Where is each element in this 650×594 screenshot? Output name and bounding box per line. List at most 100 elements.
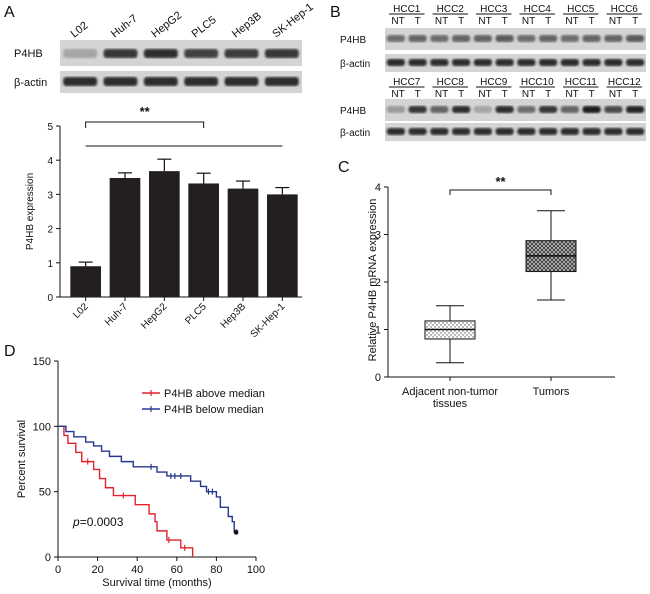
box-c-y-tick-label: 3 — [375, 230, 381, 242]
km-d-x-tick-label: 0 — [55, 564, 61, 576]
blot-a-actin-band — [224, 77, 259, 86]
km-d-x-tick-label: 60 — [171, 564, 183, 576]
blot-b-row-label: P4HB — [340, 106, 366, 117]
blot-b-row-label: P4HB — [340, 35, 366, 46]
blot-b-actin-strip — [385, 54, 646, 72]
blot-b-row-label: β-actin — [340, 59, 370, 70]
western-blot-a: L02 Huh-7 HepG2 PLC5 Hep3B SK-Hep-1 P4HB β-acti… — [14, 1, 316, 93]
blot-b-sub-label: NT — [522, 89, 535, 100]
blot-b-p4hb-band — [473, 106, 493, 113]
blot-b-actin-band — [473, 59, 493, 66]
blot-b-sub-label: T — [458, 89, 464, 100]
km-d-x-tick-label: 40 — [131, 564, 143, 576]
blot-a-p4hb-band — [184, 49, 219, 58]
blot-b-actin-band — [517, 128, 536, 135]
box-plot-c: 0 1 2 3 4 Relative P4HB mRNA expression Adjace… — [367, 174, 615, 410]
blot-b-group-label: HCC3 — [480, 4, 508, 15]
blot-b-sub-label: T — [545, 89, 551, 100]
blot-b-actin-band — [451, 128, 471, 135]
blot-b-sub-label: NT — [435, 16, 448, 27]
blot-b-sub-label: NT — [609, 16, 622, 27]
blot-a-actin-band — [184, 77, 219, 86]
blot-b-sub-label: NT — [435, 89, 448, 100]
blot-b-group-label: HCC1 — [393, 4, 421, 15]
blot-b-actin-band — [582, 128, 601, 135]
blot-a-lane-label: HepG2 — [149, 9, 184, 40]
blot-b-p4hb-band — [451, 35, 471, 42]
blot-b-group-label: HCC7 — [393, 77, 421, 88]
blot-b-actin-band — [625, 59, 645, 66]
bar-chart-a: 0 1 2 3 4 5 P4HB expression L02 Huh-7 HepG2 PLC5 He… — [25, 104, 302, 340]
km-d-x-tick-label: 80 — [210, 564, 222, 576]
blot-b-actin-band — [430, 59, 449, 66]
blot-b-sub-label: T — [545, 16, 551, 27]
km-d-x-axis-title: Survival time (months) — [102, 577, 211, 589]
bar-a-y-tick-label: 5 — [47, 122, 53, 133]
blot-b-group-label: HCC10 — [521, 77, 554, 88]
blot-b-p4hb-band — [560, 35, 580, 42]
box-c-x-tick-label: Adjacent non-tumor — [402, 386, 498, 398]
blot-b-p4hb-strip — [385, 99, 646, 121]
km-d-series-line — [58, 425, 194, 557]
bar-a-y-axis-title: P4HB expression — [25, 173, 36, 250]
box-c-x-tick-label: Tumors — [533, 386, 570, 398]
blot-b-sub-label: NT — [478, 16, 491, 27]
blot-b-p4hb-band — [604, 35, 623, 42]
blot-b-sub-label: T — [589, 16, 595, 27]
km-d-y-tick-label: 100 — [33, 421, 51, 433]
blot-b-group-label: HCC12 — [608, 77, 641, 88]
box-c-x-tick-label: tissues — [433, 398, 468, 410]
blot-b-p4hb-band — [430, 35, 449, 42]
blot-b-p4hb-band — [495, 35, 514, 42]
blot-b-p4hb-band — [560, 106, 580, 113]
bar-a-y-tick-label: 0 — [47, 293, 53, 304]
blot-b-sub-label: NT — [391, 89, 404, 100]
blot-b-sub-label: NT — [522, 16, 535, 27]
blot-a-actin-band — [63, 77, 98, 86]
bar-a-y-tick-label: 3 — [47, 190, 53, 201]
bar-a-x-tick-label: PLC5 — [183, 301, 209, 327]
box-c-y-tick-label: 0 — [375, 372, 381, 384]
blot-b-actin-band — [495, 59, 514, 66]
blot-b-p4hb-band — [408, 106, 427, 113]
blot-a-actin-band — [103, 77, 138, 86]
blot-b-group-label: HCC6 — [611, 4, 639, 15]
blot-b-p4hb-band — [625, 35, 645, 42]
blot-b-p4hb-band — [430, 106, 449, 113]
km-d-legend-label: P4HB above median — [164, 388, 265, 400]
bar-a-bar — [266, 194, 298, 297]
blot-a-p4hb-band — [264, 49, 299, 58]
bar-a-bar — [70, 266, 102, 297]
bar-a-bar — [109, 177, 141, 297]
blot-a-p4hb-strip — [60, 40, 302, 66]
blot-b-sub-label: T — [632, 16, 638, 27]
blot-b-p4hb-band — [538, 106, 558, 113]
blot-b-actin-band — [582, 59, 601, 66]
km-d-p-value: =0.0003 — [80, 515, 124, 529]
blot-a-p4hb-band — [143, 49, 178, 58]
blot-a-lane-label: PLC5 — [190, 14, 219, 40]
blot-b-actin-band — [386, 128, 406, 135]
blot-b-p4hb-band — [386, 35, 406, 42]
box-c-sig-bracket — [449, 189, 552, 195]
km-d-y-axis-title: Percent survival — [16, 420, 28, 498]
blot-b-actin-band — [604, 128, 623, 135]
blot-b-p4hb-band — [517, 106, 536, 113]
blot-a-lane-label: Huh-7 — [109, 12, 140, 40]
blot-b-p4hb-band — [495, 106, 514, 113]
km-d-y-tick-label: 0 — [45, 552, 51, 564]
blot-a-actin-band — [264, 77, 299, 86]
blot-b-sub-label: NT — [565, 16, 578, 27]
blot-a-lane-label: Hep3B — [230, 10, 264, 40]
blot-b-p4hb-band — [625, 106, 645, 113]
blot-b-sub-label: NT — [391, 16, 404, 27]
blot-b-p4hb-band — [582, 106, 601, 113]
km-d-x-tick-label: 20 — [91, 564, 103, 576]
blot-b-sub-label: NT — [565, 89, 578, 100]
bar-a-x-tick-label: Hep3B — [219, 301, 249, 331]
blot-b-actin-band — [625, 128, 645, 135]
bar-a-bar — [188, 183, 220, 297]
blot-a-p4hb-band — [103, 49, 138, 58]
blot-b-p4hb-band — [473, 35, 493, 42]
box-c-y-tick-label: 2 — [375, 277, 381, 289]
